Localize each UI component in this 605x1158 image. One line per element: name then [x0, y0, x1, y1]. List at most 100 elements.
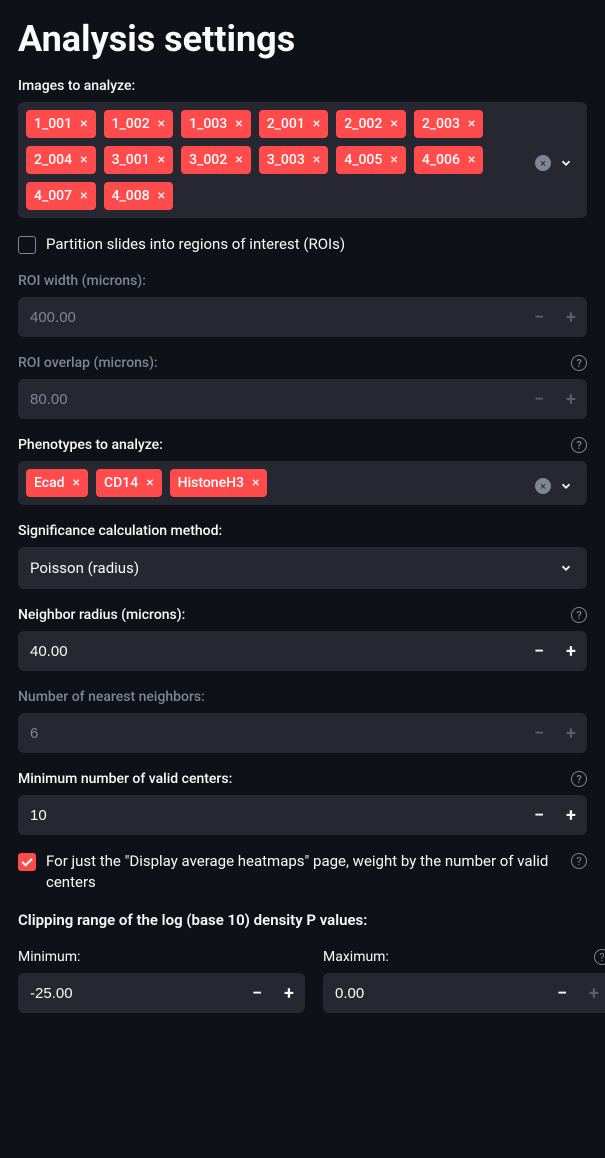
weight-checkbox-label: For just the "Display average heatmaps" … [46, 851, 561, 893]
remove-tag-icon[interactable]: × [158, 117, 165, 131]
help-icon[interactable]: ? [594, 949, 605, 965]
partition-label: Partition slides into regions of interes… [46, 234, 587, 255]
help-icon[interactable]: ? [571, 355, 587, 371]
plus-icon[interactable]: + [555, 795, 587, 835]
minus-icon[interactable]: − [241, 973, 273, 1013]
remove-tag-icon[interactable]: × [73, 476, 80, 490]
image-tag: 4_007 × [26, 182, 96, 210]
remove-tag-icon[interactable]: × [146, 476, 153, 490]
remove-tag-icon[interactable]: × [390, 153, 397, 167]
neighbor-radius-field[interactable] [18, 631, 523, 671]
image-tag: 2_003× [414, 110, 484, 138]
chevron-down-icon[interactable] [557, 154, 575, 172]
roi-width-field [18, 297, 523, 337]
clear-images-icon[interactable]: × [535, 155, 551, 171]
remove-tag-icon[interactable]: × [158, 153, 165, 167]
clip-min-label-text: Minimum: [18, 949, 80, 965]
remove-tag-icon[interactable]: × [468, 153, 475, 167]
roi-overlap-input: − + [18, 379, 587, 419]
image-tag: 4_006 × [414, 146, 484, 174]
images-multiselect[interactable]: 1_001×1_002×1_003×2_001×2_002×2_003×2_00… [18, 102, 587, 218]
clip-max-label: Maximum: ? [323, 949, 605, 965]
clip-max-field[interactable] [323, 973, 546, 1013]
remove-tag-icon[interactable]: × [235, 153, 242, 167]
image-tag-label: 4_006 [422, 152, 460, 168]
min-valid-centers-label-text: Minimum number of valid centers: [18, 771, 232, 787]
clip-min-label: Minimum: [18, 949, 305, 965]
min-valid-centers-input[interactable]: − + [18, 795, 587, 835]
roi-width-input: − + [18, 297, 587, 337]
roi-width-label-text: ROI width (microns): [18, 273, 146, 289]
sig-method-value: Poisson (radius) [30, 559, 139, 577]
remove-tag-icon[interactable]: × [313, 153, 320, 167]
plus-icon: + [555, 379, 587, 419]
min-valid-centers-label: Minimum number of valid centers: ? [18, 771, 587, 787]
help-icon[interactable]: ? [571, 607, 587, 623]
help-icon[interactable]: ? [571, 437, 587, 453]
image-tag-label: 2_002 [344, 116, 382, 132]
neighbor-radius-label-text: Neighbor radius (microns): [18, 607, 185, 623]
image-tag-label: 4_005 [344, 152, 382, 168]
minus-icon[interactable]: − [523, 795, 555, 835]
clear-phenotypes-icon[interactable]: × [535, 478, 551, 494]
plus-icon: + [555, 297, 587, 337]
plus-icon[interactable]: + [555, 631, 587, 671]
remove-tag-icon[interactable]: × [252, 476, 259, 490]
phenotypes-label: Phenotypes to analyze: ? [18, 437, 587, 453]
chevron-down-icon[interactable] [557, 559, 575, 577]
image-tag-label: 1_002 [112, 116, 150, 132]
min-valid-centers-field[interactable] [18, 795, 523, 835]
image-tag: 4_008 × [104, 182, 174, 210]
page-title: Analysis settings [18, 18, 587, 60]
minus-icon[interactable]: − [546, 973, 578, 1013]
image-tag-label: 4_007 [34, 188, 72, 204]
sig-method-label-text: Significance calculation method: [18, 523, 222, 539]
plus-icon: + [555, 713, 587, 753]
phenotype-tag-label: Ecad [34, 475, 65, 491]
image-tag: 1_002 × [104, 110, 174, 138]
image-tag: 1_001 × [26, 110, 96, 138]
image-tag: 3_002 × [181, 146, 251, 174]
image-tag-label: 2_004 [34, 152, 72, 168]
help-icon[interactable]: ? [571, 853, 587, 869]
phenotypes-multiselect[interactable]: Ecad×CD14×HistoneH3× × [18, 461, 587, 505]
remove-tag-icon[interactable]: × [80, 153, 87, 167]
remove-tag-icon[interactable]: × [80, 189, 87, 203]
chevron-down-icon[interactable] [557, 477, 575, 495]
nearest-neighbors-input: − + [18, 713, 587, 753]
partition-checkbox[interactable] [18, 236, 36, 254]
image-tag-label: 1_003 [189, 116, 227, 132]
clip-max-input[interactable]: − + [323, 973, 605, 1013]
image-tag: 2_002 × [336, 110, 406, 138]
remove-tag-icon[interactable]: × [235, 117, 242, 131]
minus-icon: − [523, 297, 555, 337]
remove-tag-icon[interactable]: × [158, 189, 165, 203]
image-tag-label: 1_001 [34, 116, 72, 132]
sig-method-select[interactable]: Poisson (radius) [18, 547, 587, 589]
image-tag-label: 3_003 [267, 152, 305, 168]
help-icon[interactable]: ? [571, 771, 587, 787]
image-tag-label: 3_001 [112, 152, 150, 168]
remove-tag-icon[interactable]: × [390, 117, 397, 131]
image-tag: 2_001× [259, 110, 329, 138]
weight-checkbox[interactable] [18, 853, 36, 871]
image-tag-label: 4_008 [112, 188, 150, 204]
image-tag-label: 3_002 [189, 152, 227, 168]
phenotype-tag-label: HistoneH3 [178, 475, 244, 491]
nearest-neighbors-field [18, 713, 523, 753]
plus-icon[interactable]: + [273, 973, 305, 1013]
roi-overlap-field [18, 379, 523, 419]
clip-min-field[interactable] [18, 973, 241, 1013]
clip-min-input[interactable]: − + [18, 973, 305, 1013]
remove-tag-icon[interactable]: × [313, 117, 320, 131]
image-tag: 3_003 × [259, 146, 329, 174]
plus-icon[interactable]: + [578, 973, 605, 1013]
remove-tag-icon[interactable]: × [80, 117, 87, 131]
remove-tag-icon[interactable]: × [468, 117, 475, 131]
neighbor-radius-input[interactable]: − + [18, 631, 587, 671]
image-tag: 3_001 × [104, 146, 174, 174]
phenotype-tag: HistoneH3 × [170, 469, 268, 497]
minus-icon: − [523, 713, 555, 753]
minus-icon[interactable]: − [523, 631, 555, 671]
image-tag: 1_003 × [181, 110, 251, 138]
